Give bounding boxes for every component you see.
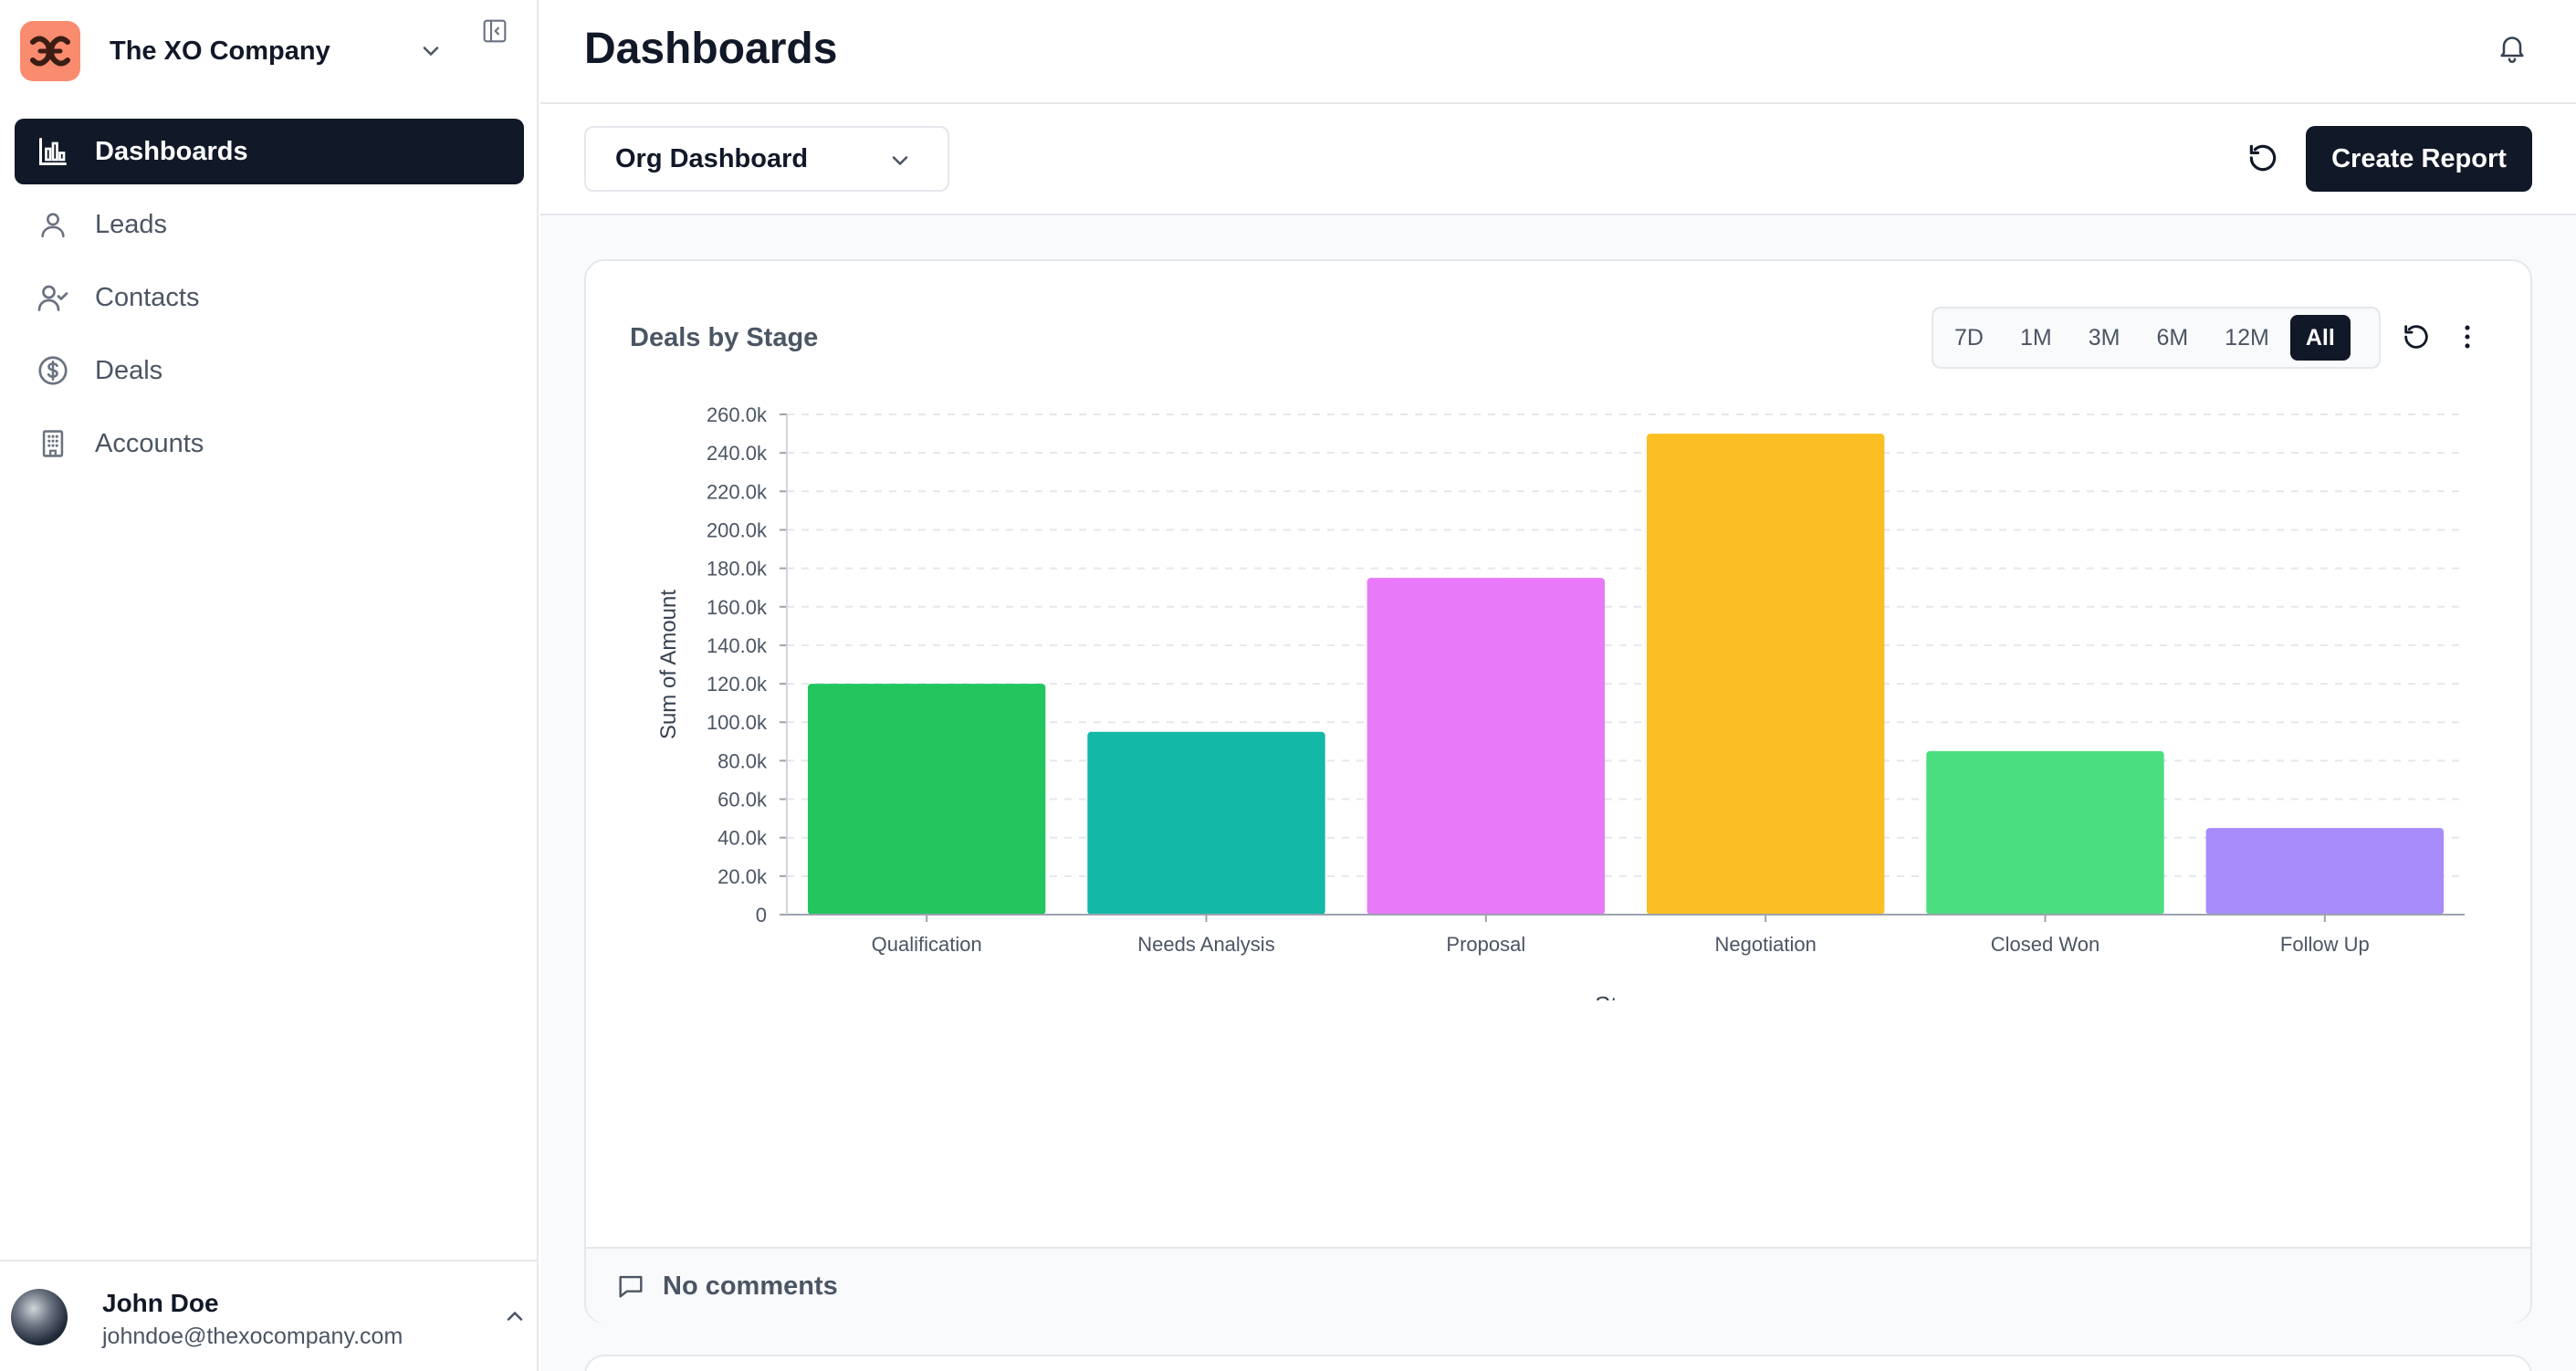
x-tick-label: Follow Up [2280,933,2370,956]
next-chart-card [584,1355,2532,1371]
user-menu[interactable]: John Doe johndoe@thexocompany.com [0,1260,539,1371]
bell-icon[interactable] [2496,31,2529,64]
sidebar-collapse-icon[interactable] [480,16,509,46]
bar-proposal[interactable] [1367,578,1606,915]
more-vertical-icon[interactable] [2452,321,2483,352]
card-title: Deals by Stage [630,323,819,352]
company-name: The XO Company [110,36,330,66]
chevron-down-icon [892,156,908,165]
user-check-icon [37,281,69,314]
y-tick-label: 40.0k [717,827,768,850]
dollar-circle-icon [37,354,69,387]
user-email: johndoe@thexocompany.com [102,1324,403,1349]
dashboard-toolbar: Org Dashboard Create Report [540,104,2576,215]
dashboard-select-value: Org Dashboard [615,143,809,173]
x-tick-label: Negotiation [1715,933,1817,956]
bar-negotiation[interactable] [1646,434,1885,916]
y-tick-label: 0 [756,904,767,926]
x-tick-label: Qualification [872,933,982,956]
comments-text: No comments [663,1271,838,1301]
y-tick-label: 240.0k [707,442,768,465]
sidebar-item-deals[interactable]: Deals [15,338,524,403]
sidebar-item-label: Deals [95,355,163,385]
page-title: Dashboards [584,25,838,73]
sidebar-item-label: Leads [95,209,168,239]
time-range-selector: 7D 1M 3M 6M 12M All [1932,307,2381,369]
x-tick-label: Needs Analysis [1137,933,1274,956]
sidebar-item-dashboards[interactable]: Dashboards [15,119,524,184]
y-tick-label: 200.0k [707,518,768,541]
y-tick-label: 100.0k [707,711,768,734]
sidebar-item-label: Contacts [95,282,200,312]
sidebar: The XO Company Dashboards Leads [0,0,539,1371]
main-content: Dashboards Org Dashboard Create Report D… [540,0,2576,1371]
chevron-down-icon [423,47,439,56]
comment-icon [619,1275,643,1298]
range-button-6m[interactable]: 6M [2156,324,2189,351]
comments-bar[interactable]: No comments [586,1247,2530,1324]
y-tick-label: 80.0k [717,749,768,772]
y-tick-label: 220.0k [707,480,768,503]
avatar [11,1289,68,1345]
company-logo-icon [20,21,80,81]
x-tick-label: Closed Won [1991,933,2100,956]
y-tick-label: 140.0k [707,634,768,657]
header: Dashboards [540,0,2576,104]
chart-card: Deals by Stage 7D 1M 3M 6M 12M All 0 20.0… [584,259,2532,1324]
y-tick-label: 60.0k [717,789,768,811]
refresh-icon[interactable] [2401,321,2432,352]
sidebar-item-contacts[interactable]: Contacts [15,265,524,330]
sidebar-item-leads[interactable]: Leads [15,192,524,257]
user-name: John Doe [102,1289,219,1317]
refresh-icon[interactable] [2246,141,2280,175]
deals-by-stage-chart: 0 20.0k 40.0k 60.0k 80.0k 100.0k 120.0k 140.0k 1… [656,403,2465,1000]
range-button-1m[interactable]: 1M [2019,324,2052,351]
range-button-all[interactable]: All [2289,315,2351,361]
range-button-12m[interactable]: 12M [2225,324,2269,351]
chevron-up-icon [507,1312,523,1321]
bar-follow-up[interactable] [2205,828,2445,915]
sidebar-item-accounts[interactable]: Accounts [15,411,524,476]
building-icon [37,427,69,460]
y-tick-label: 20.0k [717,865,768,888]
y-tick-label: 260.0k [707,403,768,426]
y-tick-label: 120.0k [707,673,768,696]
y-tick-label: 160.0k [707,596,768,619]
dashboard-select[interactable]: Org Dashboard [584,126,949,192]
x-tick-label: Proposal [1446,933,1525,956]
sidebar-item-label: Dashboards [95,136,248,166]
y-tick-label: 180.0k [707,558,768,581]
user-icon [37,208,69,241]
bar-closed-won[interactable] [1926,750,2164,915]
sidebar-nav: Dashboards Leads Contacts Deals [15,119,524,484]
bar-qualification[interactable] [807,684,1046,915]
bar-needs-analysis[interactable] [1087,731,1325,915]
y-axis-title: Sum of Amount [656,590,681,739]
range-button-3m[interactable]: 3M [2088,324,2120,351]
create-report-button[interactable]: Create Report [2306,126,2532,192]
range-button-7d[interactable]: 7D [1954,324,1984,351]
x-axis-title: Stage [1595,991,1657,1000]
workspace-switcher[interactable]: The XO Company [20,20,522,82]
bar-chart-icon [37,135,69,168]
sidebar-item-label: Accounts [95,428,204,458]
